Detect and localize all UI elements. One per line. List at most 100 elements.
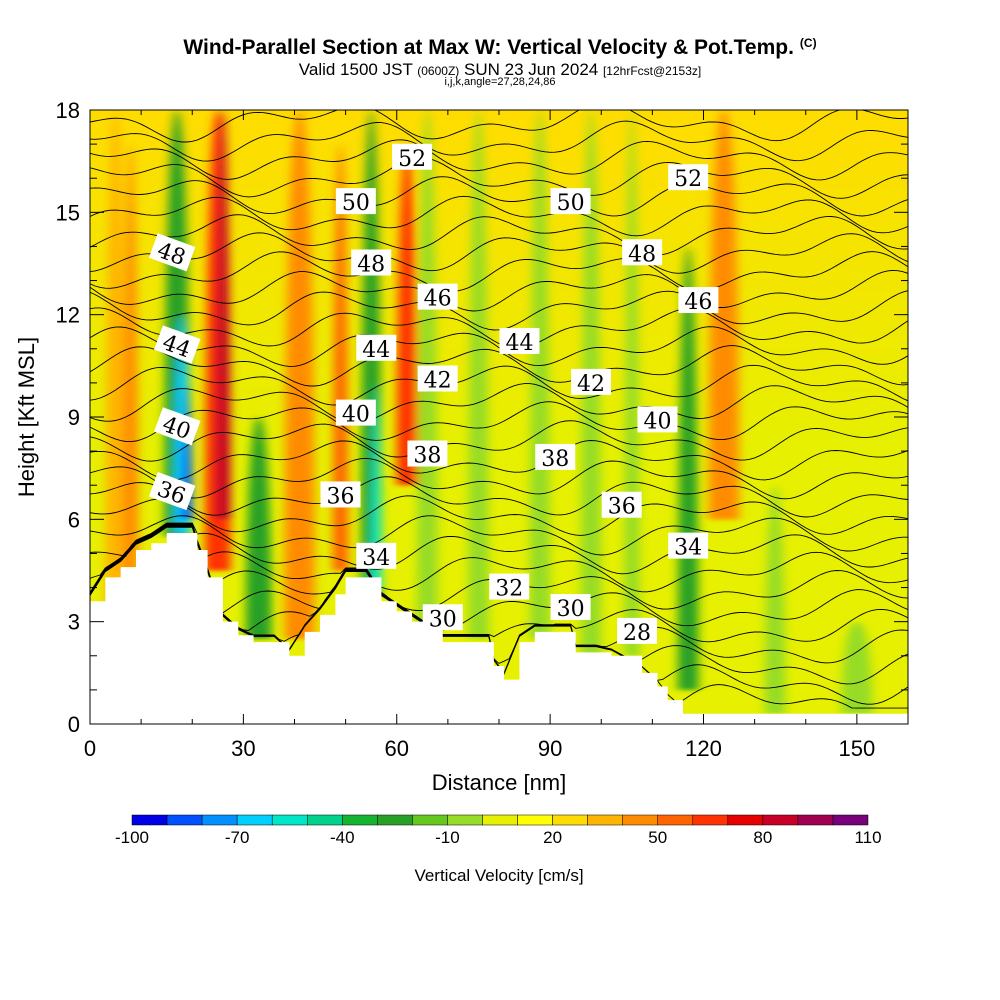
contour-label-text: 30 <box>429 607 457 632</box>
contour-label-text: 32 <box>495 577 523 602</box>
w-streak-21 <box>841 621 873 714</box>
chart-subtitle: Valid 1500 JST (0600Z) SUN 23 Jun 2024 [… <box>0 60 1000 80</box>
grid-indices: i,j,k,angle=27,28,24,86 <box>444 76 556 88</box>
contour-label-bg <box>499 327 540 354</box>
contour-label-bg <box>154 407 201 446</box>
y-tick-label: 15 <box>56 200 80 225</box>
contour-label-text: 44 <box>362 338 390 363</box>
copyright-mark: (C) <box>799 36 817 50</box>
contour-label-bg <box>550 188 591 215</box>
x-tick-label: 30 <box>231 736 255 761</box>
terrain-fill <box>90 532 908 724</box>
contour-label-3: 50 <box>550 188 591 216</box>
contour-label-text: 42 <box>424 368 452 393</box>
forecast-info: [12hrFcst@2153z] <box>602 64 702 78</box>
colorbar-swatch <box>447 814 483 826</box>
chart-title: Wind-Parallel Section at Max W: Vertical… <box>0 36 1000 60</box>
colorbar-label: Vertical Velocity [cm/s] <box>414 866 583 885</box>
theta-line-13 <box>90 440 908 481</box>
x-tick-label: 90 <box>538 736 562 761</box>
contour-label-text: 30 <box>557 597 585 622</box>
contour-label-0: 52 <box>392 143 433 172</box>
contour-label-text: 50 <box>342 191 370 216</box>
y-tick-label: 0 <box>68 712 80 737</box>
contour-label-text: 48 <box>628 242 656 267</box>
theta-line-19 <box>90 326 908 367</box>
theta-line-18 <box>90 345 908 387</box>
theta-line-25 <box>90 214 908 256</box>
theta-line-17 <box>90 364 908 406</box>
colorbar-swatch <box>587 814 623 826</box>
contour-label-bg <box>335 188 376 215</box>
colorbar-swatch <box>692 814 729 826</box>
contour-label-text: 40 <box>643 409 671 434</box>
contour-label-24: 32 <box>489 573 530 602</box>
colorbar-swatch <box>657 814 694 826</box>
contour-label-text: 46 <box>684 290 712 315</box>
valid-time: Valid 1500 JST <box>298 60 413 79</box>
y-tick-label: 9 <box>68 405 80 430</box>
contour-label-26: 30 <box>550 594 591 622</box>
valid-date: SUN 23 Jun 2024 <box>464 60 599 79</box>
colorbar-swatch <box>271 814 308 826</box>
contour-label-text: 36 <box>608 495 636 520</box>
y-tick-label: 3 <box>68 610 80 635</box>
theta-line-14 <box>90 420 908 462</box>
contour-label-22: 34 <box>356 542 397 571</box>
contour-label-10: 44 <box>356 334 397 363</box>
contour-label-text: 42 <box>577 372 605 397</box>
w-streak-15 <box>529 110 551 639</box>
contour-label-1: 52 <box>668 164 709 192</box>
contour-label-6: 48 <box>622 239 663 267</box>
contour-label-bg <box>148 472 196 511</box>
contour-label-bg <box>668 532 709 559</box>
w-streak-7 <box>245 417 272 639</box>
contour-label-17: 38 <box>407 440 448 469</box>
colorbar-tick-label: -100 <box>115 828 149 847</box>
contour-label-bg <box>617 617 658 644</box>
contour-label-bg <box>601 491 642 518</box>
contour-label-text: 34 <box>362 546 390 571</box>
colorbar-swatch <box>342 814 378 826</box>
colorbar-tick-label: 50 <box>648 828 667 847</box>
contour-label-bg <box>392 143 433 170</box>
theta-line-21 <box>90 290 908 331</box>
w-streak-12 <box>396 144 418 486</box>
colorbar-swatch <box>377 814 413 826</box>
valid-time-z: (0600Z) <box>417 64 460 78</box>
colorbar-swatch <box>201 814 238 826</box>
theta-line-8 <box>90 522 908 575</box>
y-tick-label: 6 <box>68 507 80 532</box>
contour-label-bg <box>668 164 709 191</box>
contour-label-5: 48 <box>351 249 392 278</box>
contour-label-bg <box>407 440 448 467</box>
contour-label-15: 40 <box>335 399 376 428</box>
contour-label-text: 40 <box>342 403 370 428</box>
contour-label-bg <box>320 481 361 508</box>
w-streak-19 <box>708 110 740 520</box>
contour-label-bg <box>417 365 458 392</box>
y-axis-title: Height [Kft MSL] <box>14 337 39 497</box>
contour-label-text: 52 <box>398 147 426 172</box>
contour-label-text: 38 <box>413 444 441 469</box>
contour-label-text: 52 <box>674 167 702 192</box>
contour-label-bg <box>417 283 458 310</box>
contour-label-text: 36 <box>327 484 355 509</box>
colorbar-tick-label: 20 <box>543 828 562 847</box>
colorbar-tick-label: -10 <box>435 828 460 847</box>
colorbar-tick-label: -70 <box>225 828 250 847</box>
colorbar-swatch <box>131 814 168 826</box>
contour-label-text: 44 <box>505 331 533 356</box>
contour-label-bg <box>356 334 397 361</box>
colorbar-tick-label: 80 <box>753 828 772 847</box>
contour-label-bg <box>489 573 530 600</box>
theta-line-29 <box>90 139 908 181</box>
contour-label-bg <box>678 287 719 314</box>
x-tick-label: 120 <box>685 736 722 761</box>
contour-label-4: 48 <box>148 233 196 272</box>
theta-line-31 <box>90 110 908 143</box>
contour-label-23: 34 <box>668 532 709 561</box>
x-tick-label: 0 <box>84 736 96 761</box>
